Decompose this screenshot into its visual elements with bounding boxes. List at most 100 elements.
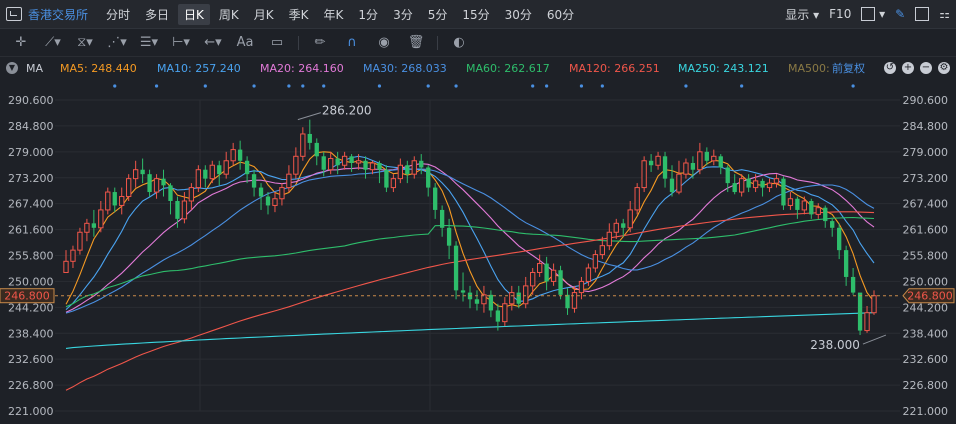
- candle-body[interactable]: [655, 155, 661, 166]
- candle-body[interactable]: [426, 167, 431, 188]
- candle-body[interactable]: [439, 209, 445, 228]
- event-marker[interactable]: [113, 84, 117, 88]
- window-button[interactable]: [915, 7, 930, 22]
- candle-body[interactable]: [871, 295, 877, 314]
- candle-body[interactable]: [488, 294, 494, 311]
- candle-body[interactable]: [328, 158, 334, 171]
- event-marker[interactable]: [740, 84, 744, 88]
- candle-body[interactable]: [830, 221, 835, 228]
- candle-body[interactable]: [258, 187, 264, 197]
- note-icon[interactable]: ▭: [270, 35, 284, 50]
- candle-body[interactable]: [857, 292, 863, 331]
- candle-body[interactable]: [760, 180, 765, 188]
- candle-body[interactable]: [558, 270, 563, 295]
- candle-body[interactable]: [599, 245, 606, 256]
- candle-body[interactable]: [606, 231, 612, 247]
- candle-body[interactable]: [815, 207, 821, 215]
- event-marker[interactable]: [579, 84, 584, 88]
- candle-body[interactable]: [390, 178, 397, 189]
- candle-body[interactable]: [516, 292, 521, 304]
- candle-body[interactable]: [752, 180, 759, 189]
- candle-body[interactable]: [237, 149, 243, 161]
- candle-body[interactable]: [481, 294, 487, 305]
- candle-body[interactable]: [384, 169, 389, 188]
- candle-body[interactable]: [230, 149, 236, 162]
- event-marker[interactable]: [531, 84, 535, 88]
- event-marker[interactable]: [322, 84, 326, 88]
- candle-body[interactable]: [460, 290, 466, 293]
- candle-body[interactable]: [550, 269, 557, 282]
- event-marker[interactable]: [684, 84, 688, 88]
- f10-button[interactable]: F10: [829, 7, 852, 21]
- candle-body[interactable]: [634, 187, 640, 211]
- event-marker[interactable]: [600, 84, 604, 88]
- candle-body[interactable]: [272, 198, 278, 206]
- event-marker[interactable]: [301, 84, 305, 88]
- adjust-label[interactable]: 前复权: [832, 62, 865, 75]
- pen-icon[interactable]: ✏: [314, 35, 326, 50]
- candle-body[interactable]: [718, 156, 723, 168]
- candle-body[interactable]: [369, 162, 376, 171]
- channel-icon[interactable]: ⧖▾: [77, 35, 93, 50]
- plus-icon[interactable]: +: [902, 62, 914, 74]
- candle-body[interactable]: [77, 231, 83, 251]
- candle-body[interactable]: [188, 187, 195, 202]
- crosshair-icon[interactable]: ✛: [15, 35, 27, 50]
- candle-body[interactable]: [126, 178, 132, 198]
- candle-body[interactable]: [307, 133, 312, 143]
- candle-body[interactable]: [711, 155, 717, 162]
- chevron-down-icon[interactable]: ▼: [6, 62, 18, 74]
- tab-timeframe-11[interactable]: 30分: [504, 7, 532, 22]
- tab-timeframe-7[interactable]: 1分: [358, 7, 379, 22]
- candle-body[interactable]: [84, 222, 90, 233]
- candle-body[interactable]: [411, 160, 417, 175]
- tab-timeframe-5[interactable]: 季K: [288, 7, 309, 22]
- candle-body[interactable]: [613, 222, 619, 233]
- event-marker[interactable]: [426, 84, 430, 88]
- event-marker[interactable]: [252, 84, 256, 88]
- candle-body[interactable]: [405, 165, 410, 175]
- candle-body[interactable]: [864, 312, 870, 332]
- undo-icon[interactable]: ↺: [884, 62, 896, 74]
- candle-body[interactable]: [341, 155, 348, 166]
- candle-body[interactable]: [119, 196, 125, 206]
- candle-body[interactable]: [314, 142, 319, 157]
- candle-body[interactable]: [195, 169, 202, 189]
- candle-body[interactable]: [495, 310, 501, 322]
- candle-body[interactable]: [91, 223, 97, 228]
- candle-body[interactable]: [850, 276, 856, 293]
- candle-body[interactable]: [690, 163, 696, 170]
- candle-body[interactable]: [823, 207, 828, 222]
- candle-body[interactable]: [697, 151, 703, 171]
- candle-body[interactable]: [98, 209, 104, 229]
- candle-body[interactable]: [300, 133, 306, 157]
- candle-body[interactable]: [578, 280, 585, 294]
- candle-body[interactable]: [446, 227, 452, 246]
- tab-timeframe-9[interactable]: 5分: [427, 7, 448, 22]
- candle-body[interactable]: [536, 263, 543, 273]
- candle-body[interactable]: [732, 183, 737, 193]
- tab-timeframe-12[interactable]: 60分: [546, 7, 575, 22]
- candle-body[interactable]: [837, 227, 842, 251]
- candle-body[interactable]: [349, 156, 354, 164]
- candle-body[interactable]: [809, 200, 814, 215]
- candle-body[interactable]: [433, 187, 438, 210]
- candle-body[interactable]: [801, 200, 808, 211]
- candle-body[interactable]: [147, 174, 152, 193]
- candle-body[interactable]: [286, 173, 292, 189]
- tab-timeframe-0[interactable]: 分时: [106, 7, 131, 22]
- candle-body[interactable]: [509, 292, 515, 305]
- layout-dropdown[interactable]: ▾: [861, 7, 885, 22]
- event-marker[interactable]: [287, 84, 291, 88]
- candle-body[interactable]: [203, 169, 208, 179]
- candle-body[interactable]: [523, 285, 529, 305]
- candle-body[interactable]: [377, 163, 382, 170]
- candle-body[interactable]: [746, 178, 751, 188]
- candle-body[interactable]: [70, 249, 76, 262]
- candle-body[interactable]: [738, 178, 745, 193]
- text-icon[interactable]: Aa: [236, 35, 254, 50]
- candle-body[interactable]: [787, 198, 794, 206]
- candle-body[interactable]: [662, 156, 668, 179]
- candle-body[interactable]: [63, 260, 69, 273]
